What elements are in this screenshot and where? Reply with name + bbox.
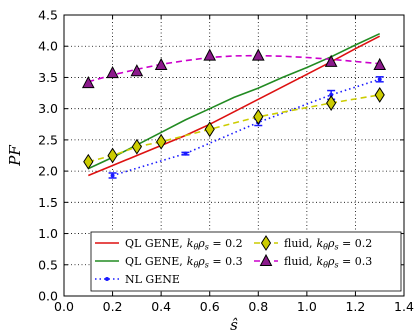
x-tick-label: 0.4 (151, 299, 171, 314)
y-tick-label: 1.5 (38, 195, 58, 210)
data-point-fl03 (324, 54, 338, 67)
data-point-fl02 (83, 153, 94, 170)
legend-label: fluid, kθρs = 0.2 (284, 237, 372, 252)
y-tick-label: 4.0 (38, 39, 58, 54)
x-tick-label: 1.4 (394, 299, 414, 314)
y-tick-label: 4.5 (38, 8, 58, 23)
y-tick-label: 2.5 (38, 132, 58, 147)
y-tick-label: 3.5 (38, 70, 58, 85)
series-line-nl (112, 78, 380, 177)
x-tick-label: 0.0 (54, 299, 74, 314)
data-point-fl03 (251, 48, 265, 61)
data-point-fl02 (107, 147, 118, 164)
series-fl03 (81, 48, 387, 89)
axes: 0.0 0.2 0.4 0.6 0.8 1.0 1.2 1.4 0.0 0.5 1.0 1.5 2.0 2… (6, 8, 414, 335)
series-line-fl02 (88, 94, 380, 163)
series-line-fl03 (88, 54, 380, 83)
data-point-nl (183, 151, 188, 156)
legend-label: QL GENE, kθρs = 0.3 (125, 255, 243, 270)
data-point-fl03 (81, 75, 95, 89)
y-tick-label: 1.0 (38, 226, 58, 241)
series-line-ql02 (87, 35, 381, 177)
legend-label: QL GENE, kθρs = 0.2 (125, 237, 243, 252)
data-point-fl03 (106, 65, 119, 79)
data-point-nl (329, 92, 334, 97)
data-point-fl03 (203, 48, 217, 61)
legend-label: NL GENE (125, 273, 180, 286)
y-tick-label: 2.0 (38, 164, 58, 179)
legend-marker (259, 253, 273, 266)
data-point-nl (377, 77, 382, 82)
data-point-fl03 (130, 64, 144, 77)
legend: QL GENE, kθρs = 0.2 fluid, kθρs = 0.2 QL GEN… (90, 231, 402, 292)
data-point-fl02 (374, 87, 385, 103)
data-point-fl02 (131, 138, 142, 155)
data-point-fl02 (326, 95, 337, 111)
series-ql02 (87, 35, 381, 177)
y-tick-label: 0.5 (38, 257, 58, 272)
plot-series (81, 32, 387, 179)
legend-entry-fl03: fluid, kθρs = 0.3 (254, 253, 372, 270)
y-axis-title: PF (6, 145, 24, 167)
legend-entry-ql02: QL GENE, kθρs = 0.2 (95, 237, 243, 252)
y-tick-label: 3.0 (38, 101, 58, 116)
data-point-fl02 (156, 133, 167, 150)
data-point-nl (110, 173, 115, 178)
x-tick-label: 1.0 (297, 299, 317, 314)
x-tick-label: 1.2 (345, 299, 365, 314)
x-tick-label: 0.2 (103, 299, 123, 314)
y-tick-label: 0.0 (38, 289, 58, 304)
legend-label: fluid, kθρs = 0.3 (284, 255, 372, 270)
x-axis-title: ŝ (230, 316, 238, 334)
series-fl02 (83, 87, 385, 170)
data-point-fl02 (204, 121, 215, 138)
data-point-fl03 (154, 57, 168, 70)
legend-box (90, 231, 402, 292)
legend-marker (105, 277, 109, 281)
legend-entry-fl02: fluid, kθρs = 0.2 (254, 235, 372, 252)
data-point-fl02 (253, 108, 264, 125)
plot-frame (63, 14, 405, 297)
legend-entry-ql03: QL GENE, kθρs = 0.3 (95, 255, 243, 270)
legend-entry-nl: NL GENE (95, 273, 180, 286)
legend-marker (260, 235, 272, 251)
x-tick-label: 0.8 (248, 299, 268, 314)
data-point-fl03 (373, 57, 387, 70)
x-tick-label: 0.6 (200, 299, 220, 314)
